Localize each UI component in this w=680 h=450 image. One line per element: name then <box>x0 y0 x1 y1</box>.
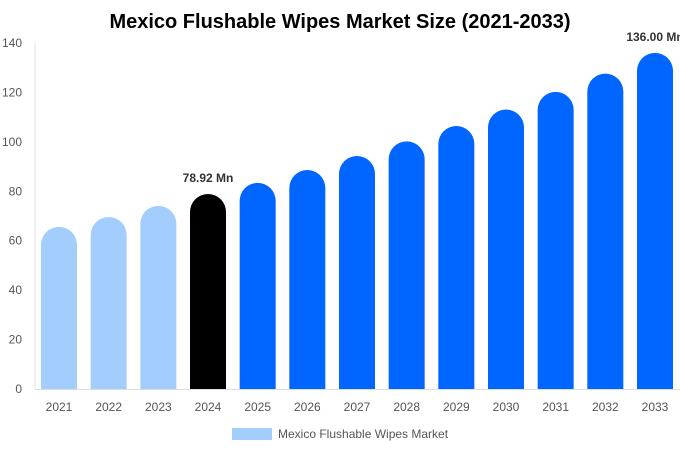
x-tick-label: 2032 <box>592 400 619 414</box>
bar-2021[interactable] <box>41 226 77 389</box>
x-tick-label: 2023 <box>145 400 172 414</box>
legend-label[interactable]: Mexico Flushable Wipes Market <box>278 427 449 441</box>
x-tick-label: 2033 <box>642 400 669 414</box>
y-tick-label: 80 <box>9 184 23 198</box>
x-tick-label: 2031 <box>542 400 569 414</box>
x-tick-label: 2026 <box>294 400 321 414</box>
chart-title: Mexico Flushable Wipes Market Size (2021… <box>109 11 570 33</box>
x-tick-label: 2022 <box>95 400 122 414</box>
bar-2031[interactable] <box>537 91 574 389</box>
bar-2022[interactable] <box>90 216 127 389</box>
bar-2028[interactable] <box>388 141 425 389</box>
data-label: 136.00 Mn <box>626 30 680 44</box>
bar-2029[interactable] <box>438 126 475 390</box>
bar-2026[interactable] <box>289 170 326 389</box>
y-tick-label: 100 <box>2 135 22 149</box>
x-tick-label: 2028 <box>393 400 420 414</box>
data-label: 78.92 Mn <box>183 171 234 185</box>
bar-2032[interactable] <box>587 73 624 389</box>
x-tick-label: 2027 <box>344 400 371 414</box>
bar-2023[interactable] <box>140 205 177 389</box>
bar-2027[interactable] <box>339 155 375 389</box>
y-tick-label: 140 <box>2 36 22 50</box>
y-tick-label: 60 <box>9 234 23 248</box>
y-tick-label: 120 <box>2 85 22 99</box>
legend-swatch[interactable] <box>232 428 272 440</box>
x-tick-label: 2025 <box>244 400 271 414</box>
x-tick-label: 2024 <box>195 400 222 414</box>
bar-2025[interactable] <box>239 182 276 389</box>
y-tick-label: 40 <box>9 283 23 297</box>
y-tick-label: 20 <box>9 333 23 347</box>
x-tick-label: 2030 <box>493 400 520 414</box>
y-tick-label: 0 <box>15 382 22 396</box>
bar-2030[interactable] <box>488 109 524 389</box>
x-tick-label: 2029 <box>443 400 470 414</box>
bar-2024[interactable] <box>190 193 226 389</box>
bar-2033[interactable] <box>637 52 673 389</box>
x-tick-label: 2021 <box>46 400 73 414</box>
